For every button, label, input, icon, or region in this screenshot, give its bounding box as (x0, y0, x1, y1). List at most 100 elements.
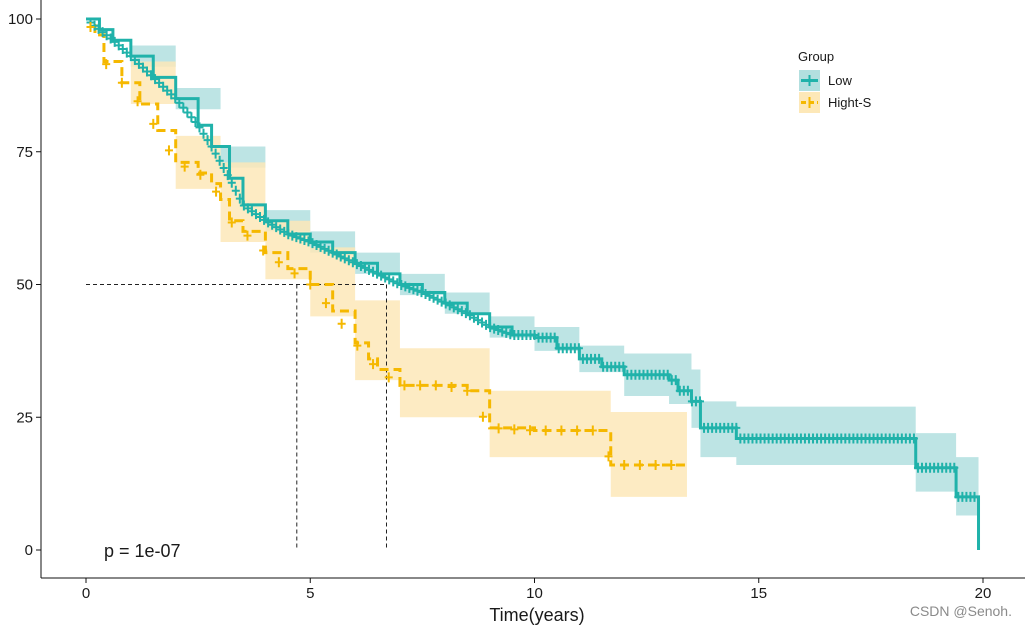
censor-mark (469, 312, 478, 323)
axes: 0 25 50 75 100 0 5 10 15 20 (8, 0, 1025, 602)
censor-mark (457, 306, 466, 317)
censor-mark (243, 230, 252, 241)
censor-mark (212, 186, 221, 197)
censor-mark (90, 20, 99, 31)
y-tick-label: 50 (16, 277, 33, 294)
censor-mark (550, 332, 559, 343)
censor-mark (595, 353, 604, 364)
y-tick-label: 75 (16, 144, 33, 161)
censor-mark (337, 318, 346, 329)
censor-mark (118, 44, 127, 55)
censor-mark (385, 274, 394, 285)
censor-mark (199, 128, 208, 139)
censor-mark (478, 411, 487, 422)
censor-mark (416, 380, 425, 391)
censor-mark (340, 253, 349, 264)
censor-mark (183, 107, 192, 118)
censor-mark (441, 298, 450, 309)
legend-label: Hight-S (828, 95, 872, 110)
censor-mark (510, 424, 519, 435)
legend-title: Group (798, 49, 834, 64)
censor-mark (393, 278, 402, 289)
censor-mark (365, 264, 374, 275)
censor-mark (274, 257, 283, 268)
censor-mark (453, 304, 462, 315)
censor-mark (352, 259, 361, 270)
censor-mark (667, 460, 676, 471)
legend: Group Low Hight-S (798, 49, 872, 113)
x-tick-label: 15 (750, 585, 767, 602)
censor-mark (260, 214, 269, 225)
censor-mark (171, 93, 180, 104)
censor-mark (683, 385, 692, 396)
censor-mark (296, 233, 305, 244)
censor-mark (498, 326, 507, 337)
censor-mark (223, 170, 232, 181)
censor-mark (227, 217, 236, 228)
censor-mark (324, 245, 333, 256)
x-tick-label: 5 (306, 585, 314, 602)
censor-mark (574, 343, 583, 354)
censor-mark (138, 62, 147, 73)
x-tick-label: 0 (82, 585, 90, 602)
censor-mark (530, 329, 539, 340)
x-tick-label: 10 (526, 585, 543, 602)
censor-mark (360, 262, 369, 273)
median-guides (86, 284, 387, 550)
censor-mark (369, 266, 378, 277)
censor-mark (425, 290, 434, 301)
censor-mark (155, 77, 164, 88)
censor-mark (142, 66, 151, 77)
censor-mark (306, 279, 315, 290)
censor-mark (635, 460, 644, 471)
censor-mark (389, 276, 398, 287)
censor-mark (292, 232, 301, 243)
censor-mark (134, 58, 143, 69)
censor-mark (227, 177, 236, 188)
censor-mark (86, 21, 95, 32)
censor-mark (151, 74, 160, 85)
censor-mark (401, 281, 410, 292)
censor-mark (381, 272, 390, 283)
censor-mark (284, 229, 293, 240)
censor-mark (300, 234, 309, 245)
censor-mark (106, 33, 115, 44)
censor-mark (180, 161, 189, 172)
censor-mark (604, 451, 613, 462)
censor-mark (320, 243, 329, 254)
censor-mark (268, 219, 277, 230)
censor-mark (203, 135, 212, 146)
censor-mark (308, 238, 317, 249)
censor-mark (332, 249, 341, 260)
censor-mark (433, 294, 442, 305)
censor-mark (126, 51, 135, 62)
censor-mark (280, 226, 289, 237)
censor-mark (526, 425, 535, 436)
censor-mark (449, 302, 458, 313)
censor-mark (413, 285, 422, 296)
y-tick-label: 0 (25, 542, 33, 559)
curve-hight-s (86, 17, 687, 467)
censor-mark (353, 340, 362, 351)
censor-mark (541, 425, 550, 436)
censor-mark (478, 317, 487, 328)
censor-mark (573, 425, 582, 436)
censor-mark (179, 102, 188, 113)
censor-mark (620, 460, 629, 471)
censor-mark (400, 380, 409, 391)
censor-mark (695, 396, 704, 407)
censor-mark (490, 323, 499, 334)
censor-mark (102, 30, 111, 41)
censor-mark (247, 206, 256, 217)
censor-mark (970, 491, 979, 502)
censor-mark (175, 97, 184, 108)
y-tick-label: 25 (16, 409, 33, 426)
x-axis-title: Time(years) (489, 605, 584, 625)
censor-mark (494, 423, 503, 434)
censor-mark (272, 222, 281, 233)
censor-mark (288, 230, 297, 241)
censor-mark (264, 217, 273, 228)
legend-label: Low (828, 73, 852, 88)
censor-mark (417, 287, 426, 298)
